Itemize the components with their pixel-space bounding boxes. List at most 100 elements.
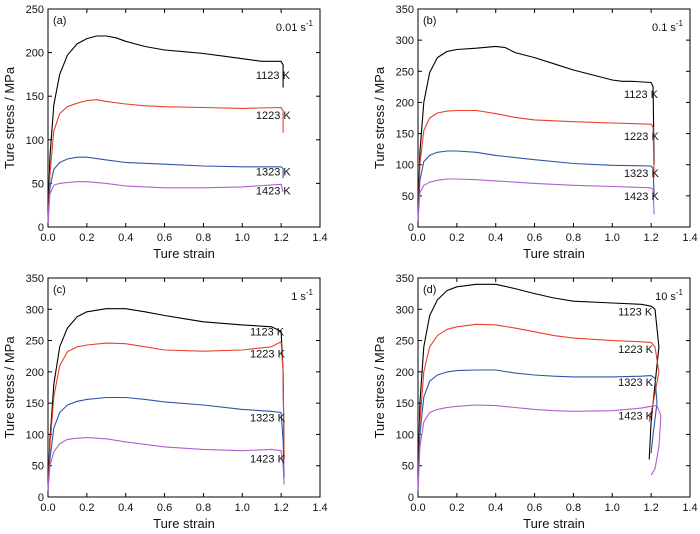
series-line-1423k — [417, 404, 662, 491]
y-tick-label: 100 — [396, 429, 414, 441]
series-label: 1323 K — [624, 168, 660, 180]
series-line-1223k — [417, 109, 655, 221]
y-tick-label: 250 — [26, 336, 44, 348]
series-line-1223k — [417, 323, 660, 491]
x-tick-label: 0.8 — [566, 232, 581, 244]
y-tick-label: 250 — [396, 66, 414, 78]
strain-rate-value: 1 s — [291, 291, 306, 303]
x-axis-label: Ture strain — [153, 246, 215, 261]
series-label: 1323 K — [618, 377, 654, 389]
y-tick-label: 300 — [396, 304, 414, 316]
y-tick-label: 0 — [38, 222, 44, 234]
plot-frame — [47, 277, 321, 498]
x-tick-label: 0.0 — [40, 232, 55, 244]
chart-panel-b: 0.0 0.2 0.4 0.6 0.8 1.0 1.2 1.4 0 50 100 150 200 250 3… — [372, 4, 698, 261]
x-tick-label: 1.2 — [643, 232, 658, 244]
x-axis-label: Ture strain — [523, 246, 585, 261]
y-tick-label: 150 — [396, 398, 414, 410]
series-label: 1123 K — [250, 327, 285, 339]
y-tick-label: 250 — [26, 4, 44, 16]
y-tick-label: 100 — [26, 135, 44, 147]
y-axis-label: Ture stress / MPa — [2, 336, 17, 439]
plot-frame — [417, 277, 691, 498]
x-tick-label: 0.4 — [488, 232, 503, 244]
x-tick-label: 0.6 — [527, 232, 542, 244]
plot-frame — [47, 8, 321, 228]
panel-label: (c) — [53, 284, 66, 296]
strain-rate-exponent: -1 — [306, 19, 314, 28]
y-tick-label: 50 — [32, 178, 44, 190]
x-axis-label: Ture strain — [523, 516, 585, 531]
x-tick-label: 0.4 — [488, 502, 503, 514]
series-line-1423k — [47, 437, 285, 491]
y-tick-label: 0 — [408, 492, 414, 504]
strain-rate-value: 10 s — [655, 291, 676, 303]
series-line-1123k — [47, 35, 284, 223]
x-tick-label: 0.8 — [196, 502, 211, 514]
y-tick-label: 350 — [396, 4, 414, 16]
x-tick-label: 1.4 — [682, 232, 697, 244]
series-label: 1423 K — [624, 191, 660, 203]
chart-panel-a: 0.0 0.2 0.4 0.6 0.8 1.0 1.2 1.4 0 50 100 150 200 250 T… — [2, 4, 328, 261]
x-tick-label: 0.4 — [118, 232, 133, 244]
y-tick-label: 350 — [26, 273, 44, 285]
x-tick-label: 1.4 — [312, 232, 327, 244]
series-line-1123k — [417, 283, 660, 491]
series-line-1223k — [47, 99, 284, 223]
y-tick-label: 150 — [396, 129, 414, 141]
series-label: 1323 K — [256, 167, 292, 179]
x-tick-label: 0.4 — [118, 502, 133, 514]
y-tick-label: 350 — [396, 273, 414, 285]
series-label: 1223 K — [618, 344, 654, 356]
series-line-1423k — [417, 178, 655, 221]
series-label: 1223 K — [624, 131, 660, 143]
x-tick-label: 0.0 — [40, 502, 55, 514]
x-axis-label: Ture strain — [153, 516, 215, 531]
y-tick-label: 0 — [408, 222, 414, 234]
y-tick-label: 100 — [396, 160, 414, 172]
series-line-1323k — [47, 396, 285, 491]
strain-rate-exponent: -1 — [676, 19, 684, 28]
y-tick-label: 50 — [402, 461, 414, 473]
y-axis-label: Ture stress / MPa — [372, 66, 387, 169]
y-tick-label: 200 — [26, 367, 44, 379]
x-tick-label: 0.0 — [410, 232, 425, 244]
y-tick-label: 150 — [26, 91, 44, 103]
strain-rate-label: 0.1 s-1 — [652, 19, 684, 34]
series-label: 1123 K — [624, 89, 659, 101]
strain-rate-value: 0.01 s — [276, 22, 306, 34]
series-line-1423k — [47, 181, 284, 223]
x-tick-label: 0.2 — [449, 232, 464, 244]
x-tick-label: 1.2 — [273, 232, 288, 244]
y-tick-label: 200 — [396, 97, 414, 109]
series-label: 1223 K — [250, 348, 286, 360]
x-tick-label: 0.6 — [157, 502, 172, 514]
strain-rate-value: 0.1 s — [652, 22, 676, 34]
chart-panel-d: 0.0 0.2 0.4 0.6 0.8 1.0 1.2 1.4 0 50 100 150 200 250 3… — [372, 273, 698, 531]
series-line-1323k — [417, 369, 658, 491]
y-tick-label: 150 — [26, 398, 44, 410]
strain-rate-label: 10 s-1 — [655, 288, 683, 303]
panel-label: (d) — [423, 284, 436, 296]
x-tick-label: 1.0 — [235, 502, 250, 514]
series-label: 1423 K — [256, 186, 292, 198]
strain-rate-exponent: -1 — [306, 288, 314, 297]
y-tick-label: 200 — [26, 48, 44, 60]
series-line-1323k — [47, 156, 284, 223]
chart-panel-c: 0.0 0.2 0.4 0.6 0.8 1.0 1.2 1.4 0 50 100 150 200 250 3… — [2, 273, 328, 531]
series-label: 1123 K — [256, 70, 291, 82]
y-tick-label: 100 — [26, 429, 44, 441]
y-tick-label: 250 — [396, 336, 414, 348]
series-line-1223k — [47, 341, 285, 491]
series-label: 1123 K — [618, 307, 653, 319]
x-tick-label: 0.6 — [157, 232, 172, 244]
panel-label: (a) — [53, 15, 66, 27]
x-tick-label: 1.4 — [682, 502, 697, 514]
strain-rate-label: 1 s-1 — [291, 288, 313, 303]
series-label: 1223 K — [256, 110, 292, 122]
x-tick-label: 1.0 — [235, 232, 250, 244]
series-label: 1423 K — [618, 410, 654, 422]
x-tick-label: 1.2 — [273, 502, 288, 514]
y-tick-label: 300 — [26, 304, 44, 316]
